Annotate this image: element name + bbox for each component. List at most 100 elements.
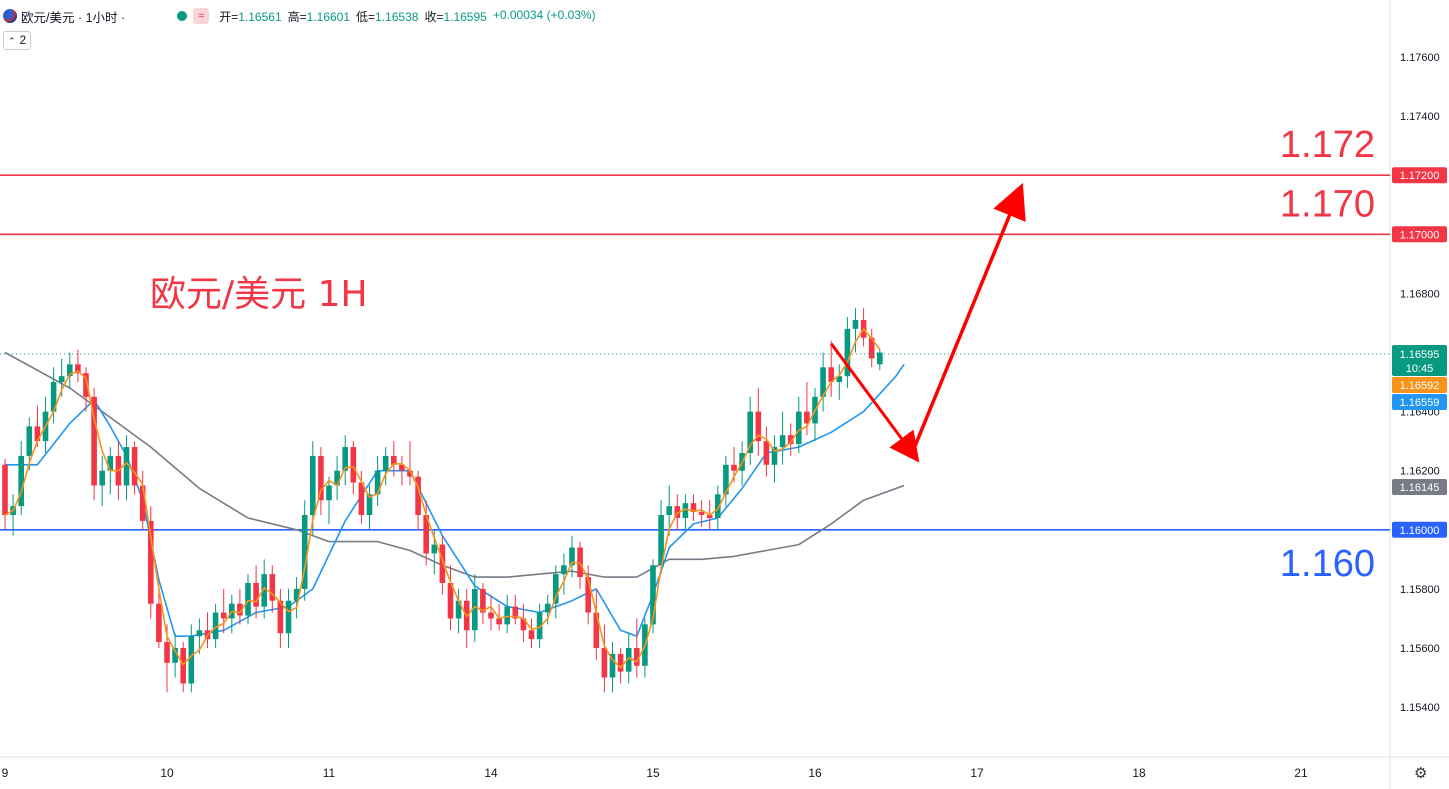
candle-body <box>868 337 875 359</box>
candle-body <box>358 482 365 516</box>
indicator-dot-icon[interactable] <box>177 11 188 21</box>
candle-body <box>852 319 859 329</box>
time-tick-label: 21 <box>1294 766 1308 780</box>
candle-body <box>569 547 575 566</box>
price-tick-label: 1.15400 <box>1400 702 1440 714</box>
candle-body <box>593 612 600 648</box>
candle-body <box>747 411 753 453</box>
candle-body <box>601 648 608 678</box>
candle-body <box>804 411 810 424</box>
countdown-badge: 10:45 <box>1406 363 1434 375</box>
level-price-badge: 1.17200 <box>1400 170 1440 182</box>
candle-body <box>796 411 802 445</box>
candle-body <box>407 470 413 477</box>
candle-body <box>415 476 421 516</box>
ohlc-readout: 开=1.16561 高=1.16601 低=1.16538 收=1.16595 … <box>219 8 595 25</box>
price-tick-label: 1.15800 <box>1400 584 1440 596</box>
candle-body <box>447 582 454 619</box>
candle-body <box>318 455 324 501</box>
level-annotation-label: 1.170 <box>1280 183 1375 225</box>
candle-body <box>650 565 656 625</box>
candle-body <box>382 455 389 471</box>
candle-body <box>844 328 851 377</box>
low-value: 1.16538 <box>375 9 419 24</box>
candle-body <box>310 455 316 516</box>
candle-body <box>334 470 340 486</box>
ma-value-badge-bg <box>1392 393 1447 410</box>
level-price-badge-bg <box>1392 521 1447 538</box>
wave-icon[interactable]: ≈ <box>193 8 210 24</box>
candle-body <box>212 612 219 640</box>
candle-body <box>285 600 292 634</box>
candle-body <box>107 455 114 471</box>
candle-body <box>91 396 97 486</box>
high-label: 高= <box>287 9 307 24</box>
candle-body <box>350 447 357 483</box>
indicator-collapse-button[interactable]: ⌃ 2 <box>3 31 32 50</box>
candle-body <box>83 373 89 397</box>
price-tick-label: 1.16200 <box>1400 466 1440 478</box>
forecast-down-arrow <box>829 342 920 463</box>
candle-body <box>156 603 162 643</box>
price-tick-label: 1.17400 <box>1400 111 1440 123</box>
candle-body <box>877 352 883 365</box>
ma-mid-line <box>5 363 905 637</box>
candle-body <box>180 648 186 684</box>
candle-body <box>666 506 672 516</box>
candle-body <box>342 447 348 471</box>
candle-body <box>139 485 146 521</box>
candle-body <box>577 547 583 578</box>
candle-body <box>293 588 300 601</box>
price-tick-label: 1.16800 <box>1400 288 1440 300</box>
last-price-badge-bg <box>1392 344 1447 376</box>
candle-body <box>75 364 81 374</box>
candle-body <box>658 515 664 566</box>
price-tick-label: 1.17600 <box>1400 52 1440 64</box>
ma-value-badge-bg <box>1392 376 1447 393</box>
candle-body <box>828 367 834 383</box>
candle-body <box>2 464 8 516</box>
level-price-badge-bg <box>1392 167 1447 184</box>
chart-title-annotation: 欧元/美元 1H <box>150 274 368 315</box>
candle-body <box>504 606 510 625</box>
level-price-badge: 1.16000 <box>1400 525 1440 537</box>
candle-body <box>172 648 178 663</box>
open-label: 开= <box>219 9 239 24</box>
candle-body <box>196 630 203 637</box>
candle-body <box>50 382 57 412</box>
candle-body <box>455 600 462 619</box>
candle-body <box>779 435 786 448</box>
ma-value-badge-bg <box>1392 478 1447 495</box>
candle-body <box>544 603 551 613</box>
candle-body <box>715 494 721 518</box>
candle-body <box>472 588 478 631</box>
candle-body <box>609 653 616 678</box>
candle-body <box>391 455 397 465</box>
flag-icon <box>3 9 17 23</box>
candle-body <box>787 435 794 445</box>
collapse-count: 2 <box>19 33 27 47</box>
ma-slow-line <box>4 351 905 578</box>
candle-body <box>301 515 308 589</box>
candle-body <box>99 470 105 486</box>
candle-body <box>399 464 405 471</box>
time-tick-label: 15 <box>646 766 660 780</box>
candle-body <box>277 600 284 634</box>
symbol-title[interactable]: 欧元/美元 · 1小时 · <box>21 10 126 25</box>
candle-body <box>123 447 130 486</box>
candle-body <box>253 582 259 607</box>
candle-body <box>585 577 591 613</box>
high-value: 1.16601 <box>306 9 351 24</box>
last-price-badge: 1.16595 <box>1400 349 1440 361</box>
candle-body <box>261 574 267 607</box>
candle-body <box>536 612 543 640</box>
time-tick-label: 17 <box>970 766 984 780</box>
level-price-badge-bg <box>1392 226 1447 243</box>
candle-body <box>148 520 154 604</box>
candle-body <box>682 503 689 518</box>
close-label: 收= <box>424 9 444 24</box>
candle-body <box>34 426 41 442</box>
settings-icon[interactable]: ⚙ <box>1414 765 1428 782</box>
forecast-up-arrow <box>910 182 1026 454</box>
